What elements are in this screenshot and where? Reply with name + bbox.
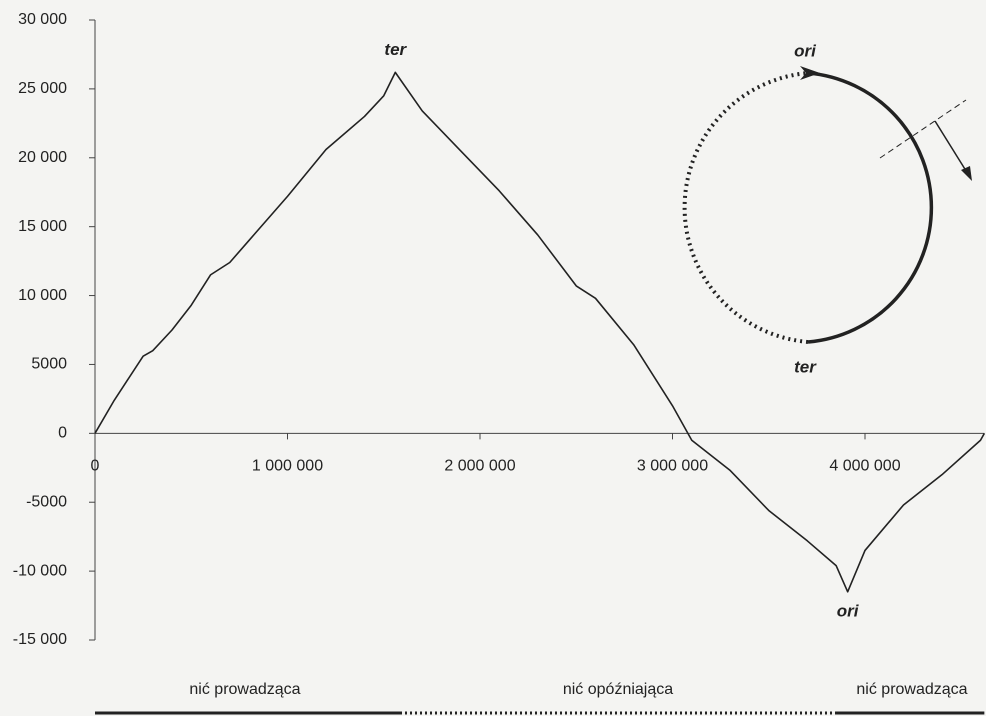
x-tick-label: 4 000 000	[829, 458, 900, 475]
strand-label: nić prowadząca	[856, 681, 967, 698]
inset-bottom-label: ter	[794, 357, 817, 376]
y-tick-label: -10 000	[13, 562, 67, 579]
y-tick-label: 0	[58, 425, 67, 442]
y-tick-label: 20 000	[18, 149, 67, 166]
y-tick-label: 5000	[31, 356, 67, 373]
arrow	[934, 120, 969, 175]
inset-top-label: ori	[794, 41, 817, 60]
strand-label: nić opóźniająca	[563, 681, 673, 698]
x-tick-label: 1 000 000	[252, 458, 323, 475]
trough-label: ori	[837, 601, 860, 620]
dashed-line	[879, 99, 967, 159]
leading-arc	[807, 71, 934, 344]
y-tick-label: 25 000	[18, 80, 67, 97]
lagging-arc	[682, 71, 809, 344]
x-tick-label: 0	[91, 458, 100, 475]
arrowhead	[961, 166, 972, 181]
x-tick-label: 3 000 000	[637, 458, 708, 475]
y-tick-label: -5000	[26, 493, 67, 510]
inset-circle: ori ter	[682, 41, 972, 376]
x-tick-label: 2 000 000	[444, 458, 515, 475]
y-tick-label: 15 000	[18, 218, 67, 235]
data-line	[94, 71, 986, 593]
y-tick-label: -15 000	[13, 631, 67, 648]
peak-label: ter	[384, 40, 407, 59]
strand-label: nić prowadząca	[189, 681, 300, 698]
y-tick-label: 10 000	[18, 287, 67, 304]
arrowhead	[800, 66, 820, 80]
y-tick-label: 30 000	[18, 11, 67, 28]
